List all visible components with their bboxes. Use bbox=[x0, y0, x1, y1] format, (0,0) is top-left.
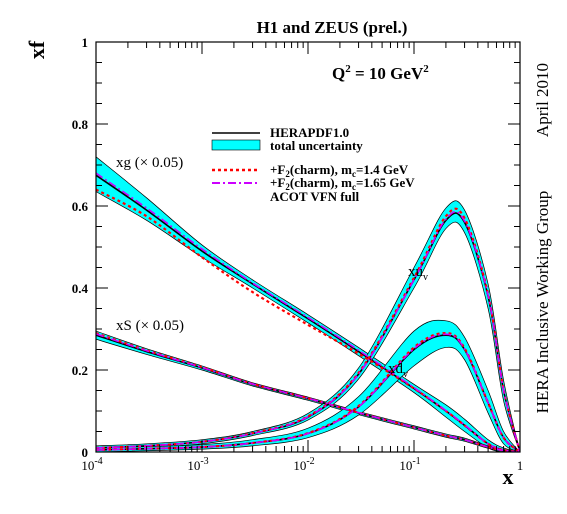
x-tick-label: 10-3 bbox=[187, 456, 208, 473]
series-group bbox=[96, 156, 520, 452]
curve-label-xuv-main: xu bbox=[408, 264, 424, 280]
legend-label-charm-14-end: =1.4 GeV bbox=[356, 162, 409, 177]
uncertainty-band-xdv bbox=[96, 319, 520, 452]
curve-label-xdv-sub: v bbox=[403, 369, 408, 380]
x-tick-exponent: -2 bbox=[306, 456, 314, 467]
legend-band-swatch bbox=[211, 139, 261, 151]
y-tick-label: 0.2 bbox=[72, 363, 88, 378]
x-tick-base: 10 bbox=[81, 458, 94, 473]
legend-label-charm-165-sub2: c bbox=[352, 182, 356, 192]
x-tick-label: 10-1 bbox=[399, 456, 420, 473]
x-tick-exponent: -3 bbox=[200, 456, 208, 467]
y-tick-label: 1 bbox=[82, 35, 89, 50]
legend-label-charm-14-main: +F bbox=[270, 162, 285, 177]
curve-label-xg: xg (× 0.05) bbox=[116, 155, 183, 171]
charm-14-line-xs bbox=[96, 332, 520, 452]
legend-label-charm-14-sub: 2 bbox=[285, 169, 290, 179]
uncertainty-band-xg bbox=[96, 156, 520, 452]
x-tick-label: 10-4 bbox=[81, 456, 102, 473]
x-tick-exponent: -1 bbox=[412, 456, 420, 467]
y-tick-label: 0.6 bbox=[72, 199, 89, 214]
charm-165-line-xg bbox=[96, 172, 520, 452]
plot-area bbox=[96, 156, 520, 452]
x-tick-base: 10 bbox=[399, 458, 412, 473]
q2-annotation-rest: = 10 GeV bbox=[351, 64, 424, 83]
q2-annotation-sup2: 2 bbox=[423, 63, 429, 75]
legend-label-charm-14-sub2: c bbox=[352, 169, 356, 179]
legend-label-charm-165-sub: 2 bbox=[285, 182, 290, 192]
x-tick-label: 10-2 bbox=[293, 456, 314, 473]
x-axis-label: x bbox=[503, 464, 514, 489]
curve-label-xdv: xdv bbox=[388, 361, 408, 380]
chart-title: H1 and ZEUS (prel.) bbox=[257, 18, 408, 37]
y-tick-label: 0.4 bbox=[72, 281, 89, 296]
legend-label-charm-165-mid: (charm), m bbox=[290, 175, 352, 190]
x-tick-exponent: -4 bbox=[94, 456, 102, 467]
q2-annotation-q: Q bbox=[332, 64, 345, 83]
plot-frame bbox=[95, 41, 521, 453]
legend-label-uncertainty: total uncertainty bbox=[270, 138, 363, 153]
legend-label-charm-165: +F2(charm), mc=1.65 GeV bbox=[270, 175, 415, 192]
legend-label-charm-14-mid: (charm), m bbox=[290, 162, 352, 177]
y-axis-label: xf bbox=[24, 40, 49, 59]
charm-165-line-xdv bbox=[96, 333, 520, 452]
uncertainty-band-xuv bbox=[96, 200, 520, 452]
curve-label-xuv: xuv bbox=[408, 264, 428, 283]
legend: HERAPDF1.0 total uncertainty +F2(charm),… bbox=[211, 125, 415, 204]
charm-165-line-xs bbox=[96, 333, 520, 452]
legend-label-charm-165-main: +F bbox=[270, 175, 285, 190]
x-tick-base: 1 bbox=[517, 458, 524, 473]
legend-label-charm-14: +F2(charm), mc=1.4 GeV bbox=[270, 162, 409, 179]
side-group-text: HERA Inclusive Working Group bbox=[533, 191, 552, 414]
legend-label-herapdf: HERAPDF1.0 bbox=[270, 125, 349, 140]
q2-annotation: Q2 = 10 GeV2 bbox=[332, 63, 429, 83]
curve-label-xuv-sub: v bbox=[423, 272, 428, 283]
x-tick-base: 10 bbox=[293, 458, 306, 473]
charm-165-line-xuv bbox=[96, 210, 520, 452]
curve-label-xs: xS (× 0.05) bbox=[116, 318, 184, 334]
legend-label-acot: ACOT VFN full bbox=[270, 189, 359, 204]
x-tick-base: 10 bbox=[187, 458, 200, 473]
y-tick-label: 0.8 bbox=[72, 117, 89, 132]
curve-label-xdv-main: xd bbox=[388, 361, 404, 377]
q2-annotation-sup: 2 bbox=[345, 63, 351, 75]
charm-14-line-xg bbox=[96, 188, 520, 452]
legend-label-charm-165-end: =1.65 GeV bbox=[356, 175, 415, 190]
x-tick-label: 1 bbox=[517, 458, 524, 473]
side-date-text: April 2010 bbox=[533, 63, 552, 137]
y-tick-label: 0 bbox=[82, 445, 89, 460]
